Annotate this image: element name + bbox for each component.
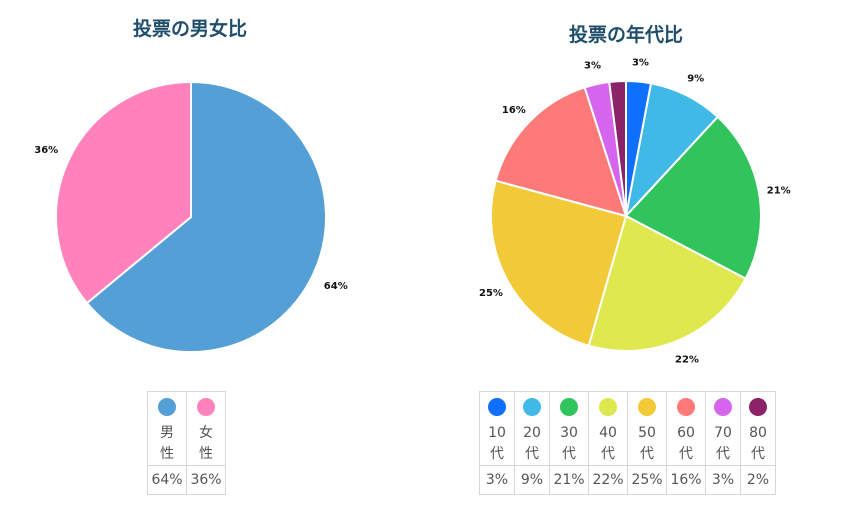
slice-label-2-6: 16% — [502, 105, 526, 116]
legend-label: 40 代 — [599, 425, 617, 462]
legend-cell-4: 40 代 — [588, 391, 628, 466]
pie-slice-2-5 — [490, 179, 628, 347]
legend-cell-2: 20 代 — [514, 391, 550, 466]
legend-cell-5: 50 代 — [627, 391, 667, 466]
slice-label-1-1: 64% — [324, 281, 348, 292]
legend-label: 80 代 — [749, 425, 767, 462]
slice-label-2-2: 9% — [687, 74, 704, 85]
age-chart-title: 投票の年代比 — [568, 24, 683, 46]
legend-cell-3: 30 代 — [549, 391, 589, 466]
legend-value: 9% — [514, 465, 550, 495]
legend-cell-male: 男性 — [147, 391, 187, 466]
slice-label-2-7: 3% — [584, 61, 601, 72]
legend-label: 30 代 — [560, 425, 578, 462]
legend-value: 16% — [666, 465, 706, 495]
pie-slice-1-1 — [85, 80, 327, 353]
legend-dot-male — [158, 398, 176, 416]
legend-label: 50 代 — [638, 425, 656, 462]
slice-label-1-2: 36% — [34, 145, 58, 156]
legend-dot — [523, 398, 541, 416]
legend-value: 21% — [549, 465, 589, 495]
legend-label: 20 代 — [523, 425, 541, 462]
gender-chart-title: 投票の男女比 — [132, 18, 247, 40]
legend-label: 60 代 — [677, 425, 695, 462]
legend-value-female: 36% — [186, 465, 226, 495]
slice-label-2-3: 21% — [767, 186, 791, 197]
legend-value: 3% — [479, 465, 515, 495]
legend-dot — [560, 398, 578, 416]
legend-value: 22% — [588, 465, 628, 495]
legend-text: 女性 — [199, 425, 213, 462]
legend-value: 25% — [627, 465, 667, 495]
legend-label-female: 女性 — [187, 423, 225, 465]
pie-slice-2-8 — [608, 79, 627, 217]
legend-label: 70 代 — [714, 425, 732, 462]
legend-dot — [677, 398, 695, 416]
legend-label: 10 代 — [488, 425, 506, 462]
legend-dot — [599, 398, 617, 416]
legend-dot — [488, 398, 506, 416]
age-legend-table: 10 代 20 代 30 代 40 代 50 代 60 代 70 代 80 代 3% 9% 21% 22% 25% 16… — [479, 391, 776, 495]
legend-cell-8: 80 代 — [740, 391, 776, 466]
pie-slice-2-3 — [624, 115, 763, 280]
legend-value: 3% — [705, 465, 741, 495]
legend-value: 2% — [740, 465, 776, 495]
legend-cell-7: 70 代 — [705, 391, 741, 466]
legend-text: 男性 — [160, 425, 174, 462]
legend-dot — [749, 398, 767, 416]
legend-dot — [638, 398, 656, 416]
gender-legend-table: 男性 女性 64% 36% — [147, 391, 226, 495]
legend-label-male: 男性 — [148, 423, 186, 465]
legend-value-male: 64% — [147, 465, 187, 495]
slice-label-2-4: 22% — [675, 354, 699, 365]
pie-slice-2-4 — [587, 214, 747, 352]
pie-slice-1-2 — [55, 80, 192, 305]
legend-cell-1: 10 代 — [479, 391, 515, 466]
pie-slice-2-6 — [494, 86, 628, 218]
slice-label-2-5: 25% — [479, 288, 503, 299]
legend-dot-female — [197, 398, 215, 416]
legend-dot — [714, 398, 732, 416]
legend-cell-6: 60 代 — [666, 391, 706, 466]
legend-cell-female: 女性 — [186, 391, 226, 466]
slice-label-2-1: 3% — [632, 58, 649, 69]
